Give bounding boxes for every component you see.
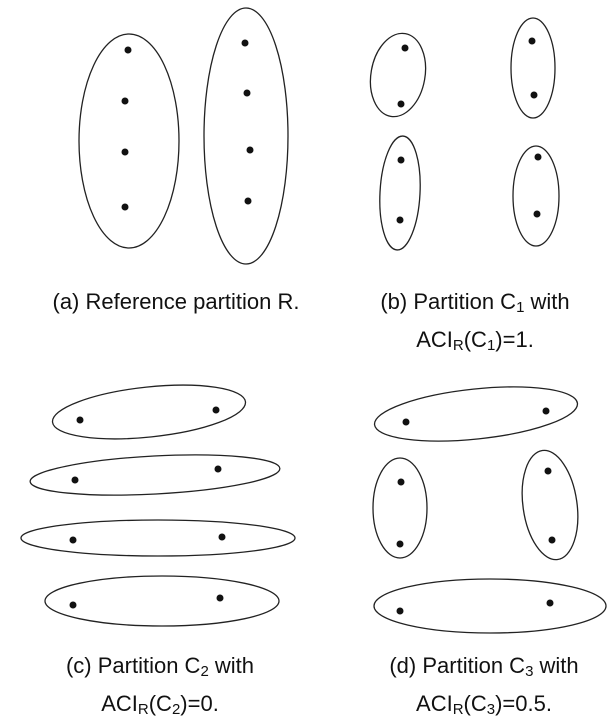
subscript: R bbox=[138, 701, 149, 716]
caption-line: ACIR(C2)=0. bbox=[101, 691, 219, 716]
cluster bbox=[29, 454, 281, 496]
caption-line: (b) Partition C1 with bbox=[380, 289, 569, 316]
point bbox=[546, 599, 554, 607]
point bbox=[534, 153, 542, 161]
point bbox=[528, 37, 536, 45]
caption-text: ACI bbox=[416, 691, 453, 716]
caption-text: with bbox=[209, 653, 254, 678]
cluster bbox=[51, 384, 247, 440]
point bbox=[544, 467, 552, 475]
caption-text: (C bbox=[464, 691, 487, 716]
caption-line: (a) Reference partition R. bbox=[53, 289, 300, 314]
point bbox=[76, 416, 84, 424]
cluster bbox=[512, 145, 560, 247]
caption-line: ACIR(C3)=0.5. bbox=[416, 691, 552, 716]
caption-text: (c) Partition C bbox=[66, 653, 201, 678]
subscript: 2 bbox=[200, 663, 208, 680]
panel-a bbox=[78, 7, 289, 265]
point bbox=[243, 89, 251, 97]
subscript: 3 bbox=[487, 701, 495, 716]
caption-text: )=0.5. bbox=[495, 691, 552, 716]
point bbox=[212, 406, 220, 414]
point bbox=[216, 594, 224, 602]
point bbox=[69, 536, 77, 544]
point bbox=[397, 478, 405, 486]
point bbox=[71, 476, 79, 484]
subscript: 2 bbox=[172, 701, 180, 716]
point bbox=[214, 465, 222, 473]
cluster bbox=[510, 17, 556, 119]
subscript: R bbox=[453, 337, 464, 354]
cluster bbox=[521, 449, 579, 561]
cluster bbox=[379, 135, 421, 251]
subscript: 1 bbox=[487, 337, 495, 354]
point bbox=[396, 216, 404, 224]
point bbox=[246, 146, 254, 154]
cluster bbox=[373, 386, 579, 442]
panel-d bbox=[372, 386, 607, 634]
point bbox=[402, 418, 410, 426]
cluster bbox=[44, 575, 280, 627]
panel-c bbox=[20, 384, 296, 627]
point bbox=[244, 197, 252, 205]
point bbox=[121, 148, 129, 156]
point bbox=[397, 100, 405, 108]
point bbox=[401, 44, 409, 52]
cluster bbox=[369, 32, 427, 118]
caption-text: (b) Partition C bbox=[380, 289, 516, 314]
point bbox=[121, 203, 129, 211]
point bbox=[121, 97, 129, 105]
cluster bbox=[78, 33, 180, 249]
cluster bbox=[203, 7, 289, 265]
point bbox=[397, 156, 405, 164]
caption-text: (a) Reference partition R. bbox=[53, 289, 300, 314]
point bbox=[548, 536, 556, 544]
point bbox=[218, 533, 226, 541]
point bbox=[241, 39, 249, 47]
point bbox=[396, 540, 404, 548]
caption-text: (d) Partition C bbox=[389, 653, 525, 678]
caption-text: with bbox=[533, 653, 578, 678]
caption-text: )=0. bbox=[180, 691, 219, 716]
subscript: R bbox=[453, 701, 464, 716]
caption-line: ACIR(C1)=1. bbox=[416, 327, 534, 354]
cluster bbox=[372, 457, 428, 559]
caption-text: ACI bbox=[416, 327, 453, 352]
point bbox=[124, 46, 132, 54]
caption-text: (C bbox=[149, 691, 172, 716]
point bbox=[69, 601, 77, 609]
cluster bbox=[373, 578, 607, 634]
panel-b bbox=[369, 17, 560, 251]
caption-text: (C bbox=[464, 327, 487, 352]
subscript: 1 bbox=[516, 299, 524, 316]
caption-text: ACI bbox=[101, 691, 138, 716]
point bbox=[530, 91, 538, 99]
point bbox=[542, 407, 550, 415]
caption-text: with bbox=[524, 289, 569, 314]
subscript: 3 bbox=[525, 663, 533, 680]
cluster bbox=[20, 519, 296, 557]
caption-line: (d) Partition C3 with bbox=[389, 653, 578, 680]
caption-text: )=1. bbox=[495, 327, 534, 352]
caption-line: (c) Partition C2 with bbox=[66, 653, 254, 680]
point bbox=[533, 210, 541, 218]
point bbox=[396, 607, 404, 615]
